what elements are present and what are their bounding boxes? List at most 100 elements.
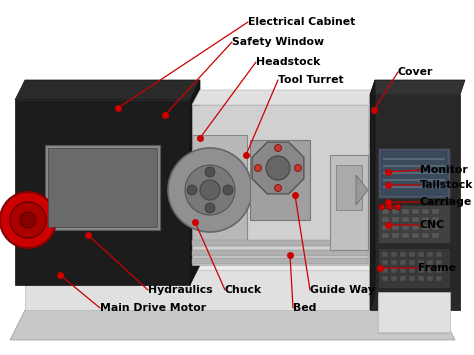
Bar [336, 165, 362, 210]
Bar [412, 209, 419, 214]
Bar [418, 268, 424, 273]
Bar [418, 252, 424, 257]
Bar [382, 268, 388, 273]
Polygon shape [192, 105, 368, 265]
Bar [392, 225, 399, 230]
Bar [402, 233, 409, 238]
Polygon shape [252, 142, 304, 194]
Bar [378, 248, 450, 288]
Bar [412, 217, 419, 222]
Circle shape [387, 204, 393, 210]
Bar [418, 276, 424, 281]
Bar [381, 151, 447, 195]
Text: Bed: Bed [293, 303, 316, 313]
Bar [391, 260, 397, 265]
Bar [418, 260, 424, 265]
Bar [192, 135, 247, 245]
Bar [383, 179, 445, 181]
Text: CNC: CNC [420, 220, 445, 230]
Bar [422, 225, 429, 230]
Text: Chuck: Chuck [225, 285, 262, 295]
Circle shape [395, 204, 401, 210]
Polygon shape [370, 95, 460, 310]
Bar [382, 260, 388, 265]
Text: Hydraulics: Hydraulics [148, 285, 213, 295]
Text: Guide Way: Guide Way [310, 285, 375, 295]
Circle shape [205, 167, 215, 177]
Polygon shape [192, 90, 375, 105]
Bar [400, 268, 406, 273]
Bar [422, 209, 429, 214]
Circle shape [168, 148, 252, 232]
Polygon shape [15, 80, 200, 100]
Bar [192, 250, 368, 256]
Bar [402, 225, 409, 230]
Bar [432, 225, 439, 230]
Bar [436, 260, 442, 265]
Polygon shape [15, 120, 450, 145]
Bar [383, 186, 445, 188]
Polygon shape [370, 80, 465, 95]
Bar [422, 217, 429, 222]
Text: Frame: Frame [418, 263, 456, 273]
Polygon shape [190, 80, 200, 285]
Circle shape [200, 180, 220, 200]
Circle shape [379, 204, 385, 210]
Bar [382, 209, 389, 214]
Bar [382, 276, 388, 281]
Text: Monitor: Monitor [420, 165, 468, 175]
Bar [436, 268, 442, 273]
Bar [432, 209, 439, 214]
Text: Tool Turret: Tool Turret [278, 75, 344, 85]
Bar [391, 252, 397, 257]
Bar [409, 252, 415, 257]
Bar [382, 233, 389, 238]
Polygon shape [10, 310, 455, 340]
Bar [400, 276, 406, 281]
Text: Tailstock: Tailstock [420, 180, 474, 190]
Bar [412, 225, 419, 230]
Text: Headstock: Headstock [256, 57, 320, 67]
Bar [392, 209, 399, 214]
Bar [400, 252, 406, 257]
Bar [391, 276, 397, 281]
Bar [427, 276, 433, 281]
Bar [383, 165, 445, 167]
Polygon shape [356, 175, 368, 205]
Circle shape [205, 203, 215, 213]
Bar [427, 260, 433, 265]
Bar [427, 268, 433, 273]
Polygon shape [25, 270, 440, 310]
Bar [402, 209, 409, 214]
Circle shape [0, 192, 56, 248]
Bar [45, 145, 160, 230]
Bar [422, 233, 429, 238]
Circle shape [185, 165, 235, 215]
Circle shape [294, 164, 301, 171]
Text: Safety Window: Safety Window [232, 37, 324, 47]
Bar [432, 217, 439, 222]
Bar [48, 148, 157, 227]
Bar [400, 260, 406, 265]
Circle shape [187, 185, 197, 195]
Text: Cover: Cover [398, 67, 433, 77]
Bar [392, 217, 399, 222]
Bar [378, 148, 450, 198]
Bar [250, 140, 310, 220]
Bar [382, 225, 389, 230]
Bar [409, 276, 415, 281]
Circle shape [10, 202, 46, 238]
Bar [378, 292, 450, 332]
Circle shape [266, 156, 290, 180]
Polygon shape [370, 80, 375, 310]
Bar [382, 217, 389, 222]
Bar [427, 252, 433, 257]
Bar [382, 252, 388, 257]
Text: Carriage: Carriage [420, 197, 472, 207]
Circle shape [274, 144, 282, 152]
Bar [192, 240, 368, 246]
Bar [383, 172, 445, 174]
Bar [383, 158, 445, 160]
Bar [330, 155, 368, 250]
Bar [436, 252, 442, 257]
